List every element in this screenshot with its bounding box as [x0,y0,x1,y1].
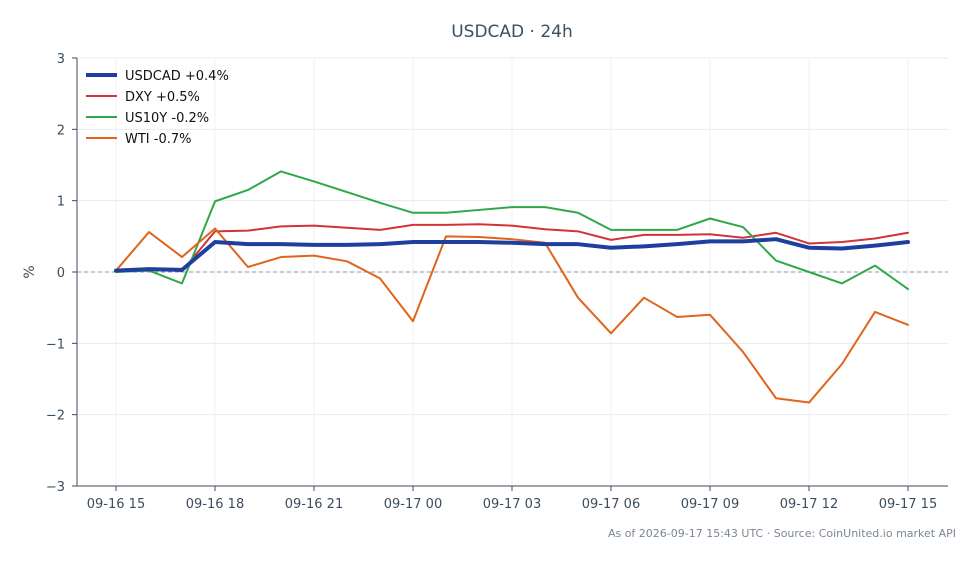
y-tick-label: 3 [57,52,65,67]
x-tick-label: 09-16 21 [285,497,343,512]
legend-label: DXY +0.5% [125,90,200,105]
x-tick-label: 09-17 15 [879,497,937,512]
x-tick-label: 09-16 15 [87,497,145,512]
series-line-1 [115,223,909,273]
y-axis-label: % [22,265,38,278]
footer-source: As of 2026-09-17 15:43 UTC · Source: Coi… [608,527,956,540]
x-tick-label: 09-17 12 [780,497,838,512]
y-tick-label: 0 [57,266,65,281]
x-tick-label: 09-17 06 [582,497,640,512]
x-tick-label: 09-16 18 [186,497,244,512]
legend: USDCAD +0.4% DXY +0.5% US10Y -0.2% WTI -0.7… [86,69,229,147]
legend-label: WTI -0.7% [125,132,191,147]
series-line-2 [115,170,909,291]
chart-title: USDCAD · 24h [451,22,573,42]
series-line-0 [114,237,910,273]
y-tick-label: −3 [46,480,65,495]
x-tick-label: 09-17 09 [681,497,739,512]
x-tick-label: 09-17 00 [384,497,442,512]
legend-label: US10Y -0.2% [125,111,209,126]
x-tick-label: 09-17 03 [483,497,541,512]
legend-label: USDCAD +0.4% [125,69,229,84]
axes: −3 −2 −1 0 1 2 3 09-16 15 09-16 18 09-16 21 09-17 … [46,52,948,512]
y-tick-label: 1 [57,195,65,210]
y-tick-label: −1 [46,337,65,352]
y-tick-label: −2 [46,409,65,424]
series-line-3 [115,227,909,404]
y-tick-label: 2 [57,123,65,138]
series-group [114,170,910,404]
